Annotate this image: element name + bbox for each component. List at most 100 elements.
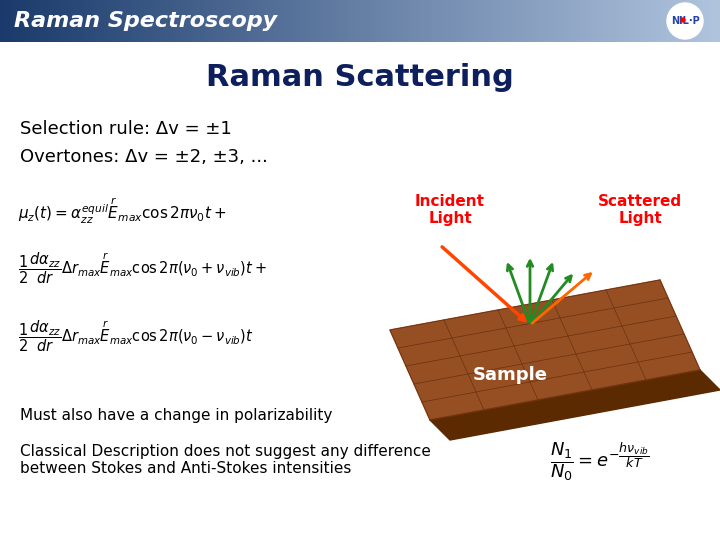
Bar — [148, 0, 152, 42]
Bar — [277, 0, 282, 42]
Bar — [112, 0, 116, 42]
Polygon shape — [390, 280, 700, 420]
Text: Must also have a change in polarizability: Must also have a change in polarizabilit… — [20, 408, 333, 423]
Bar — [68, 0, 73, 42]
Bar — [36, 0, 40, 42]
Bar — [158, 0, 163, 42]
Bar — [468, 0, 472, 42]
Text: Classical Description does not suggest any difference
between Stokes and Anti-St: Classical Description does not suggest a… — [20, 444, 431, 476]
Bar — [349, 0, 354, 42]
Bar — [695, 0, 699, 42]
Circle shape — [667, 3, 703, 39]
Bar — [713, 0, 717, 42]
Bar — [223, 0, 228, 42]
Bar — [670, 0, 674, 42]
Bar — [619, 0, 624, 42]
Bar — [508, 0, 512, 42]
Text: Overtones: Δv = ±2, ±3, ...: Overtones: Δv = ±2, ±3, ... — [20, 148, 268, 166]
Bar — [245, 0, 249, 42]
Bar — [490, 0, 494, 42]
Bar — [637, 0, 642, 42]
Bar — [662, 0, 667, 42]
Text: Scattered
Light: Scattered Light — [598, 194, 682, 226]
Bar — [126, 0, 130, 42]
Bar — [612, 0, 616, 42]
Bar — [353, 0, 357, 42]
Bar — [590, 0, 595, 42]
Bar — [162, 0, 166, 42]
Bar — [40, 0, 44, 42]
Bar — [212, 0, 217, 42]
Bar — [605, 0, 609, 42]
Bar — [176, 0, 181, 42]
Bar — [234, 0, 238, 42]
Bar — [443, 0, 447, 42]
Bar — [630, 0, 634, 42]
Text: Incident
Light: Incident Light — [415, 194, 485, 226]
Bar — [472, 0, 476, 42]
Bar — [284, 0, 289, 42]
Bar — [666, 0, 670, 42]
Bar — [58, 0, 62, 42]
Bar — [601, 0, 606, 42]
Text: NIL·P: NIL·P — [670, 16, 699, 26]
Bar — [302, 0, 307, 42]
Bar — [374, 0, 379, 42]
Bar — [32, 0, 37, 42]
Bar — [119, 0, 123, 42]
Bar — [29, 0, 33, 42]
Bar — [385, 0, 390, 42]
Bar — [317, 0, 321, 42]
Bar — [716, 0, 720, 42]
Bar — [133, 0, 138, 42]
Bar — [464, 0, 469, 42]
Text: Selection rule: Δv = ±1: Selection rule: Δv = ±1 — [20, 120, 232, 138]
Bar — [594, 0, 598, 42]
Bar — [652, 0, 656, 42]
Text: Raman Spectroscopy: Raman Spectroscopy — [14, 11, 277, 31]
Text: $\dfrac{1}{2}\dfrac{d\alpha_{zz}}{dr}\Delta r_{max}\overset{r}{E}_{max}\cos 2\pi: $\dfrac{1}{2}\dfrac{d\alpha_{zz}}{dr}\De… — [18, 250, 267, 286]
Bar — [562, 0, 566, 42]
Bar — [310, 0, 314, 42]
Bar — [356, 0, 361, 42]
Bar — [173, 0, 177, 42]
Bar — [396, 0, 400, 42]
Bar — [457, 0, 462, 42]
Bar — [299, 0, 303, 42]
Bar — [335, 0, 339, 42]
Bar — [500, 0, 505, 42]
Bar — [554, 0, 559, 42]
Bar — [684, 0, 688, 42]
Bar — [331, 0, 336, 42]
Bar — [61, 0, 66, 42]
Bar — [90, 0, 94, 42]
Bar — [522, 0, 526, 42]
Bar — [266, 0, 271, 42]
Bar — [65, 0, 69, 42]
Text: Sample: Sample — [472, 366, 547, 384]
Bar — [238, 0, 242, 42]
Bar — [565, 0, 570, 42]
Bar — [79, 0, 84, 42]
Bar — [698, 0, 703, 42]
Bar — [54, 0, 58, 42]
Bar — [342, 0, 346, 42]
Bar — [324, 0, 328, 42]
Text: $\dfrac{N_1}{N_0} = e^{-\dfrac{h\nu_{vib}}{kT}}$: $\dfrac{N_1}{N_0} = e^{-\dfrac{h\nu_{vib… — [550, 440, 649, 483]
Bar — [623, 0, 627, 42]
Bar — [378, 0, 382, 42]
Bar — [641, 0, 645, 42]
Bar — [86, 0, 91, 42]
Bar — [691, 0, 696, 42]
Bar — [248, 0, 253, 42]
Bar — [644, 0, 649, 42]
Bar — [274, 0, 278, 42]
Bar — [709, 0, 714, 42]
Bar — [518, 0, 523, 42]
Bar — [252, 0, 256, 42]
Bar — [4, 0, 8, 42]
Bar — [104, 0, 109, 42]
Bar — [320, 0, 325, 42]
Bar — [328, 0, 332, 42]
Bar — [360, 0, 364, 42]
